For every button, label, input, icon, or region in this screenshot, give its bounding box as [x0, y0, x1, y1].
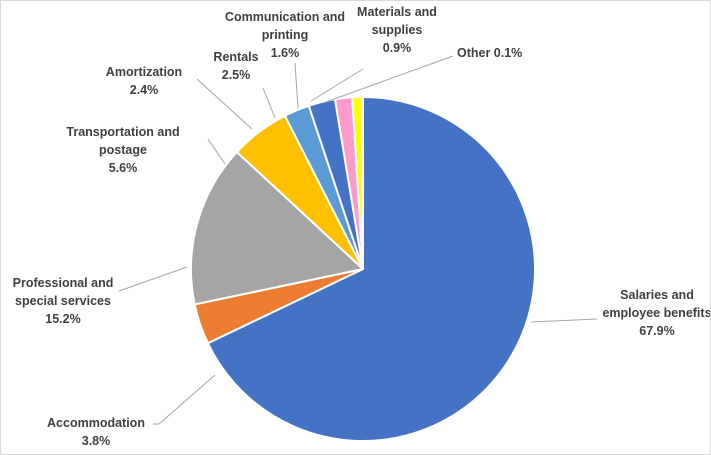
- pie-slice-professional-and-special-services: [190, 151, 364, 306]
- data-label-line: 0.9%: [383, 41, 412, 55]
- data-label-line: 67.9%: [639, 324, 674, 338]
- leader-line-salaries-and-employee-benefits: [530, 318, 598, 323]
- leader-line-materials-and-supplies: [310, 68, 364, 102]
- data-label-line: Professional and: [13, 276, 114, 290]
- leader-lines: [118, 55, 598, 425]
- data-label-materials-and-supplies: Materials and supplies 0.9%: [357, 5, 437, 55]
- data-label-line: 2.4%: [130, 83, 159, 97]
- data-label-line: Salaries and: [620, 288, 694, 302]
- leader-line-professional-and-special-services: [118, 266, 188, 292]
- data-label-line: 3.8%: [82, 434, 111, 448]
- data-label-professional-and-special-services: Professional and special services 15.2%: [13, 276, 114, 326]
- data-label-communication-and-printing: Communication and printing 1.6%: [225, 10, 345, 60]
- data-label-accommodation: Accommodation 3.8%: [47, 416, 145, 448]
- data-label-line: employee benefits: [602, 306, 710, 320]
- data-label-line: Rentals: [213, 50, 258, 64]
- leader-line-other: [322, 55, 454, 104]
- data-label-rentals: Rentals 2.5%: [213, 50, 258, 82]
- pie-slice-other: [360, 96, 364, 270]
- pie-slice-salaries-and-employee-benefits: [206, 96, 536, 442]
- slice-labels: Salaries and employee benefits 67.9% Accomm…: [13, 5, 710, 448]
- data-label-transportation-and-postage: Transportation and postage 5.6%: [66, 125, 179, 175]
- data-label-line: Materials and: [357, 5, 437, 19]
- pie-slices: [190, 96, 536, 442]
- data-label-line: Communication and: [225, 10, 345, 24]
- leader-line-communication-and-printing: [294, 62, 299, 109]
- leader-line-transportation-and-postage: [207, 138, 226, 165]
- data-label-other: Other 0.1%: [457, 46, 522, 60]
- data-label-line: special services: [15, 294, 111, 308]
- data-label-line: 1.6%: [271, 46, 300, 60]
- data-label-line: Transportation and: [66, 125, 179, 139]
- data-label-line: printing: [262, 28, 309, 42]
- data-label-line: 2.5%: [222, 68, 251, 82]
- data-label-line: Amortization: [106, 65, 182, 79]
- data-label-line: Other 0.1%: [457, 46, 522, 60]
- data-label-amortization: Amortization 2.4%: [106, 65, 182, 97]
- leader-line-rentals: [262, 87, 276, 119]
- leader-line-amortization: [196, 78, 253, 130]
- data-label-line: 15.2%: [45, 312, 80, 326]
- data-label-line: postage: [99, 143, 147, 157]
- leader-line-accommodation: [153, 374, 216, 425]
- data-label-salaries-and-employee-benefits: Salaries and employee benefits 67.9%: [602, 288, 710, 338]
- data-label-line: 5.6%: [109, 161, 138, 175]
- data-label-line: supplies: [372, 23, 423, 37]
- data-label-line: Accommodation: [47, 416, 145, 430]
